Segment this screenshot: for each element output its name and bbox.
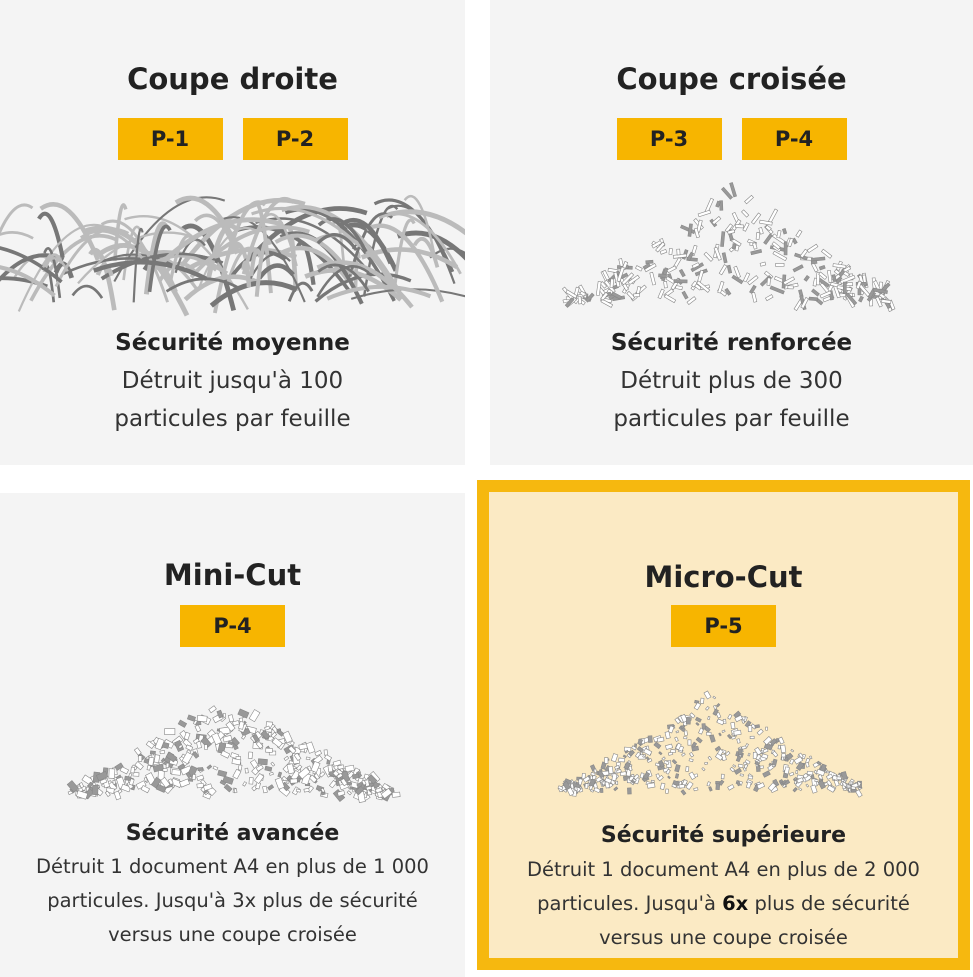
badge-row: P-5 (489, 605, 958, 647)
text-segment: plus de sécurité (754, 892, 910, 915)
shred-image (561, 182, 896, 313)
panel-title: Coupe droite (127, 62, 338, 96)
badge-row: P-3 P-4 (490, 118, 973, 160)
panel: Micro-Cut P-5 Sécurité supérieure Détruit 1… (477, 480, 970, 970)
shred-image (0, 194, 465, 317)
badge-row: P-1 P-2 (0, 118, 465, 160)
subtitle: Sécurité moyenne (115, 330, 350, 356)
description-line: Détruit 1 document A4 en plus de 2 000 (489, 858, 958, 881)
description-line: versus une coupe croisée (489, 926, 958, 949)
text-segment: versus une coupe croisée (599, 926, 848, 949)
text-segment: versus une coupe croisée (108, 923, 357, 946)
panel: Mini-Cut P-4 Sécurité avancée Détruit 1 doc… (0, 493, 465, 977)
text-segment: particules par feuille (114, 406, 351, 432)
panel-title: Coupe croisée (616, 62, 847, 96)
text-segment: Détruit 1 document A4 en plus de 1 000 (36, 855, 429, 878)
description-line: particules. Jusqu'à 3x plus de sécurité (0, 889, 465, 912)
text-segment: Détruit jusqu'à 100 (121, 368, 344, 394)
panel: Coupe croisée P-3 P-4 Sécurité renforcée Dét… (490, 0, 973, 465)
description-line: Détruit 1 document A4 en plus de 1 000 (0, 855, 465, 878)
text-segment: particules. Jusqu'à 3x plus de sécurité (47, 889, 418, 912)
subtitle: Sécurité renforcée (610, 330, 853, 356)
badge: P-4 (741, 118, 847, 160)
panel-title: Mini-Cut (163, 558, 302, 592)
shred-image (66, 705, 401, 803)
description-line: particules. Jusqu'à 6x plus de sécurité (489, 892, 958, 915)
badge: P-3 (616, 118, 722, 160)
badge: P-1 (117, 118, 223, 160)
panel-title: Micro-Cut (644, 560, 803, 594)
shred-image (557, 690, 863, 798)
panel: Coupe droite P-1 P-2 Sécurité moyenne Détrui… (0, 0, 465, 465)
text-segment: Détruit plus de 300 (620, 368, 843, 394)
description-line: Détruit plus de 300 (490, 368, 973, 394)
description-line: particules par feuille (490, 406, 973, 432)
badge: P-4 (180, 605, 285, 647)
badge: P-2 (242, 118, 348, 160)
description-line: particules par feuille (0, 406, 465, 432)
text-segment: particules. Jusqu'à (537, 892, 716, 915)
text-segment: Détruit 1 document A4 en plus de 2 000 (527, 858, 920, 881)
text-segment: 6x (722, 892, 749, 915)
badge: P-5 (671, 605, 776, 647)
badge-row: P-4 (0, 605, 465, 647)
text-segment: particules par feuille (613, 406, 850, 432)
description-line: Détruit jusqu'à 100 (0, 368, 465, 394)
subtitle: Sécurité avancée (125, 821, 340, 846)
subtitle: Sécurité supérieure (600, 823, 847, 848)
description-line: versus une coupe croisée (0, 923, 465, 946)
